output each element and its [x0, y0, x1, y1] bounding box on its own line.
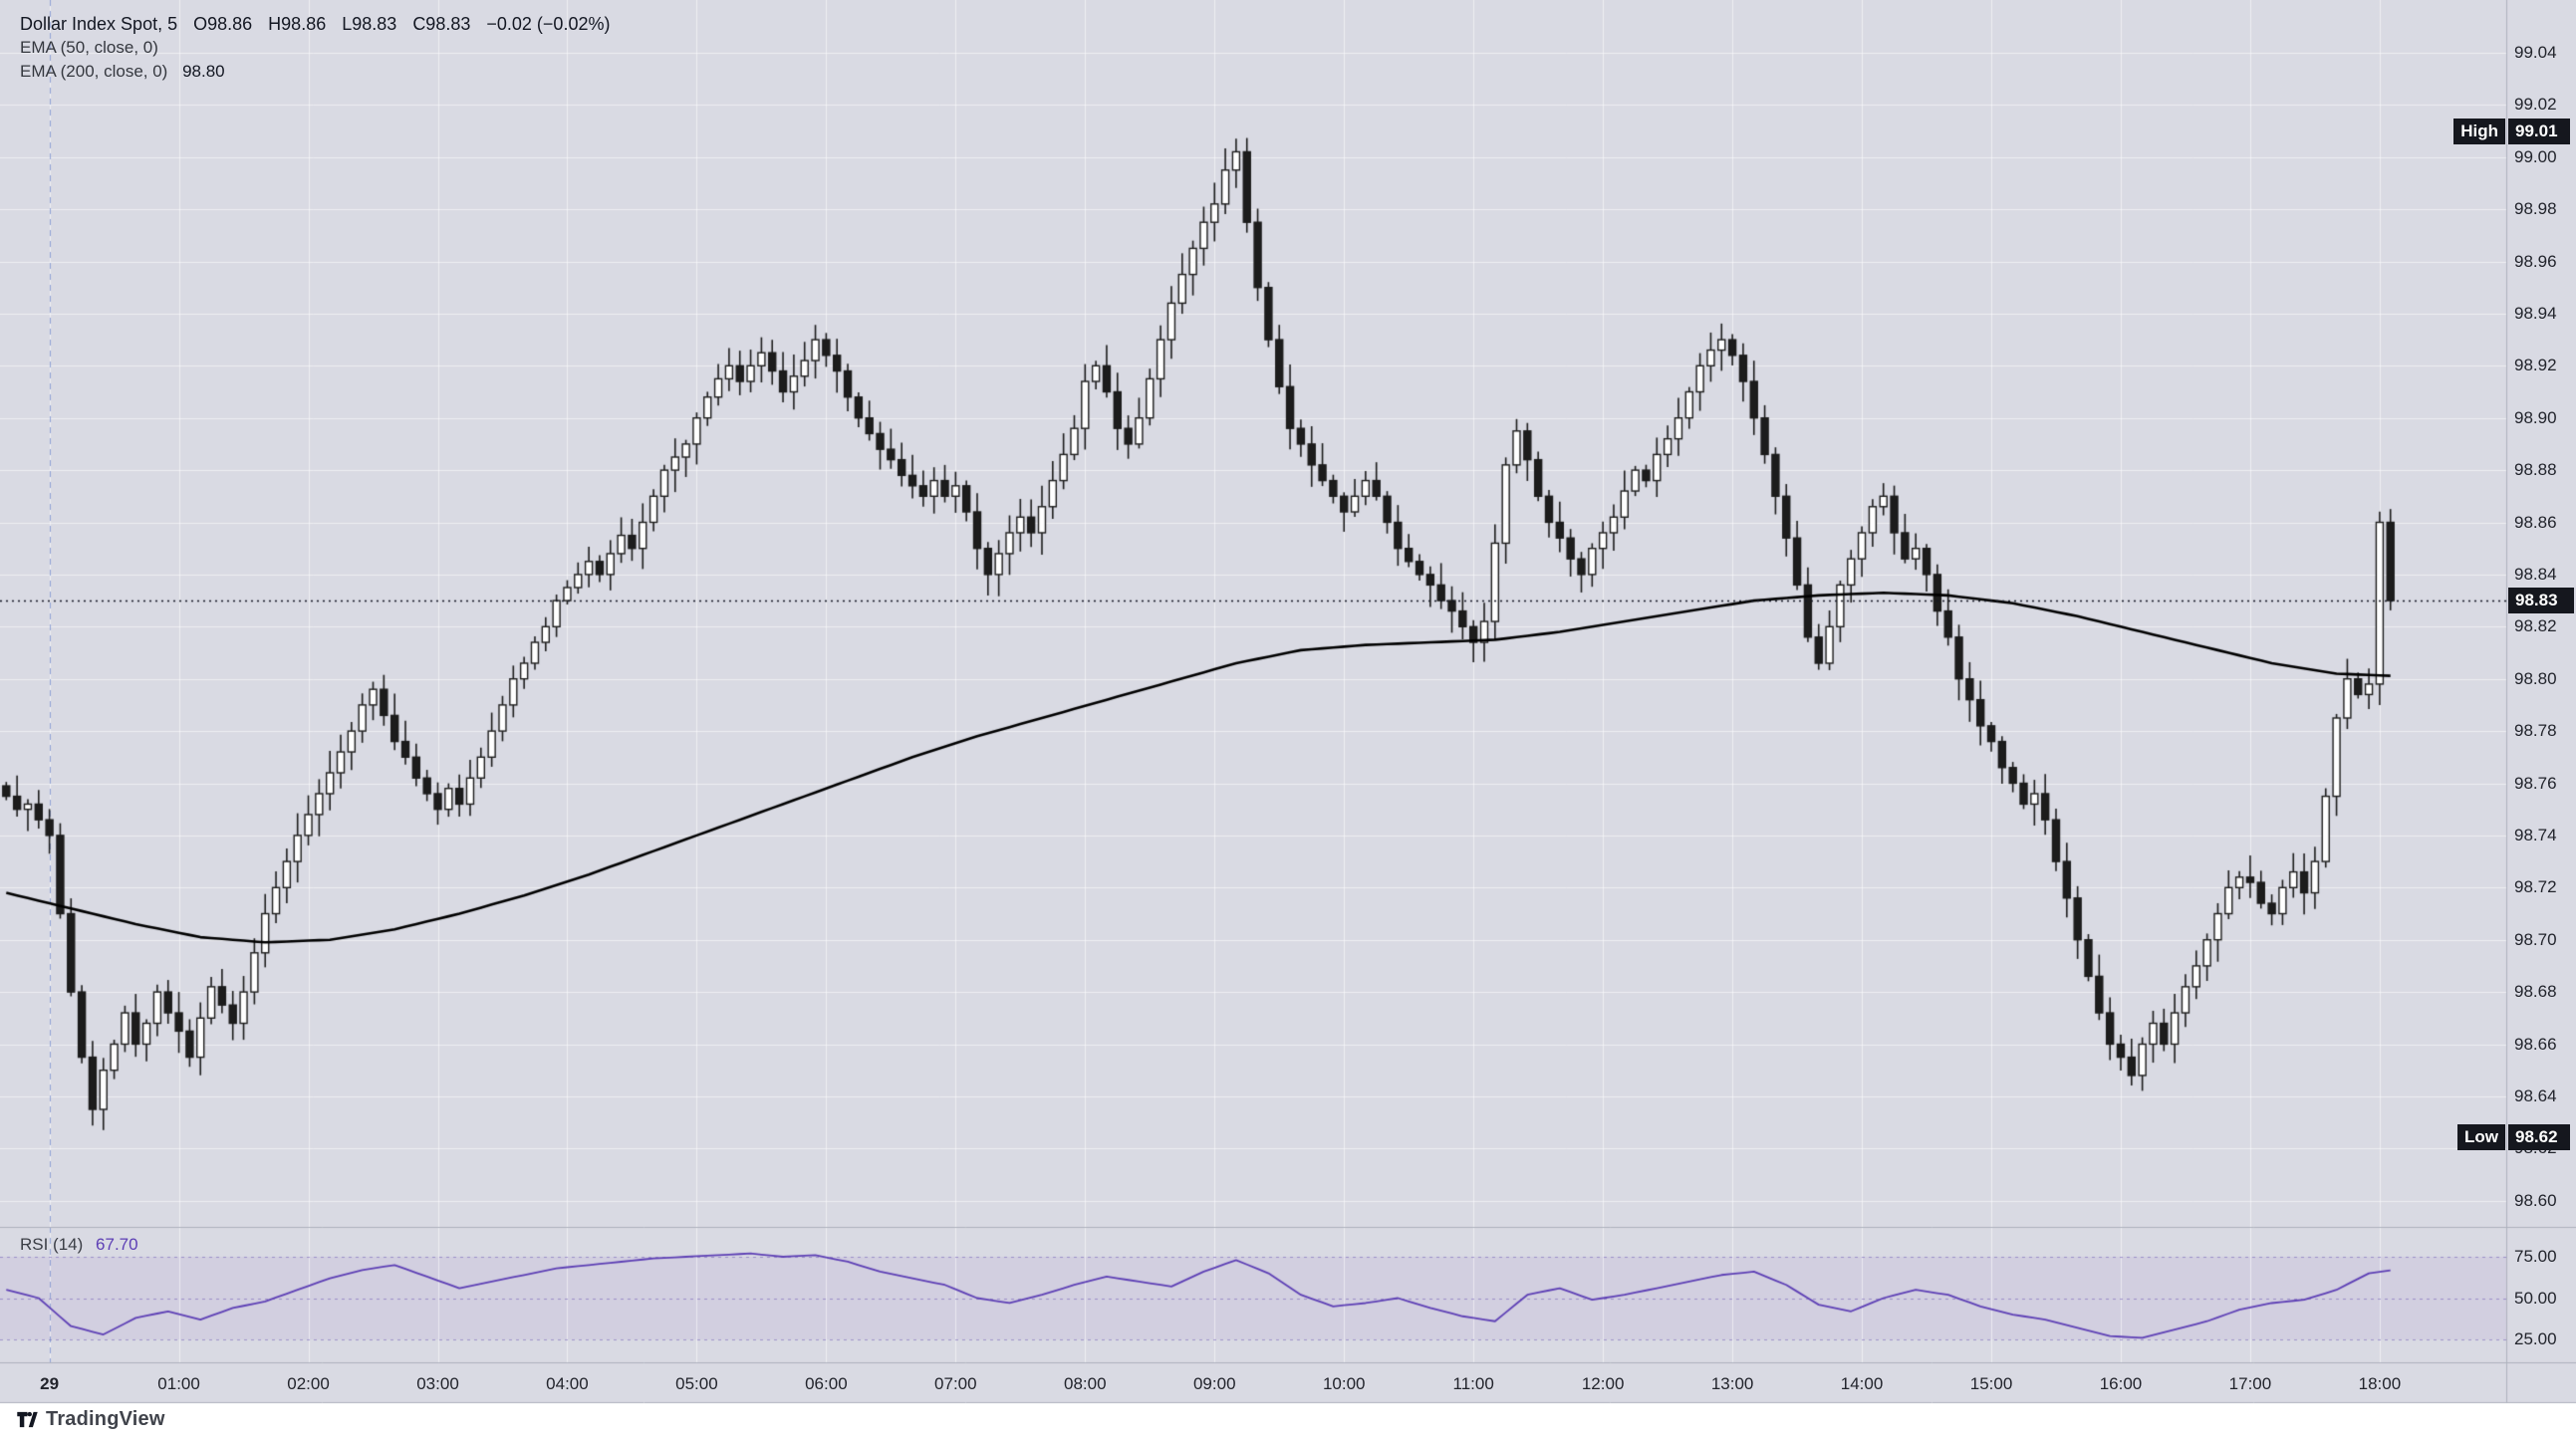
symbol-title-row[interactable]: Dollar Index Spot, 5 O98.86 H98.86 L98.8…	[20, 12, 610, 36]
ohlc-low: L98.83	[342, 14, 397, 34]
rsi-label: RSI (14)	[20, 1235, 84, 1254]
last-price-value: 98.83	[2508, 588, 2574, 614]
tradingview-logo-icon[interactable]	[16, 1408, 39, 1431]
ema50-label: EMA (50, close, 0)	[20, 38, 158, 57]
rsi-legend-row[interactable]: RSI (14) 67.70	[20, 1235, 138, 1255]
rsi-value: 67.70	[96, 1235, 138, 1254]
high-price-badge: High 99.01	[2453, 118, 2570, 144]
ohlc-open: O98.86	[193, 14, 253, 34]
low-price-badge: Low 98.62	[2457, 1124, 2570, 1151]
ohlc-change: −0.02 (−0.02%)	[486, 14, 611, 34]
tradingview-logo-text[interactable]: TradingView	[46, 1408, 165, 1430]
last-price-badge: 98.83	[2508, 588, 2574, 614]
high-badge-label: High	[2453, 118, 2505, 144]
symbol-title: Dollar Index Spot, 5	[20, 14, 178, 34]
ema50-legend-row[interactable]: EMA (50, close, 0)	[20, 36, 610, 60]
low-badge-value: 98.62	[2508, 1124, 2570, 1151]
ema200-value: 98.80	[182, 62, 225, 81]
footer: TradingView	[16, 1408, 165, 1431]
high-badge-value: 99.01	[2508, 118, 2570, 144]
symbol-legend: Dollar Index Spot, 5 O98.86 H98.86 L98.8…	[20, 12, 610, 84]
ohlc-close: C98.83	[412, 14, 471, 34]
low-badge-label: Low	[2457, 1124, 2505, 1151]
ema200-legend-row[interactable]: EMA (200, close, 0) 98.80	[20, 60, 610, 84]
ohlc-high: H98.86	[268, 14, 327, 34]
ema200-label: EMA (200, close, 0)	[20, 62, 168, 81]
